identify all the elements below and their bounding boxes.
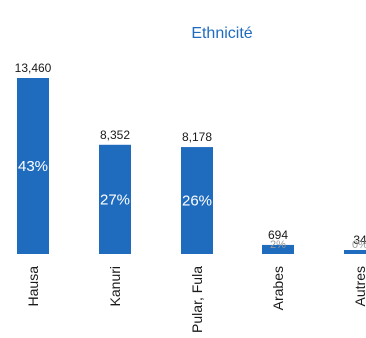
category-label-arabes: Arabes bbox=[270, 266, 286, 310]
category-label-autres: Autres bbox=[352, 266, 366, 306]
category-label-pular-fula: Pular, Fula bbox=[189, 266, 205, 333]
bar-kanuri bbox=[99, 144, 131, 254]
percent-label-autres: 0% bbox=[352, 239, 366, 251]
bar-pular-fula bbox=[181, 147, 213, 254]
category-label-kanuri: Kanuri bbox=[107, 266, 123, 306]
bar-arabes bbox=[262, 244, 294, 254]
bar-autres bbox=[344, 250, 366, 254]
percent-label-pular-fula: 26% bbox=[182, 193, 212, 210]
value-label-pular-fula: 8,178 bbox=[182, 130, 212, 144]
value-label-kanuri: 8,352 bbox=[100, 128, 130, 142]
percent-label-kanuri: 27% bbox=[100, 191, 130, 208]
percent-label-arabes: 2% bbox=[270, 239, 286, 251]
value-label-autres: 34 bbox=[353, 233, 366, 247]
value-label-hausa: 13,460 bbox=[15, 61, 52, 75]
category-label-hausa: Hausa bbox=[25, 266, 41, 307]
percent-label-hausa: 43% bbox=[18, 158, 48, 175]
chart-title: Ethnicité bbox=[191, 25, 252, 42]
bars-group: 13,460 43% Hausa 8,352 27% Kanuri 8,178 26% Pula… bbox=[15, 61, 366, 333]
bar-hausa bbox=[17, 78, 49, 254]
value-label-arabes: 694 bbox=[268, 228, 288, 242]
